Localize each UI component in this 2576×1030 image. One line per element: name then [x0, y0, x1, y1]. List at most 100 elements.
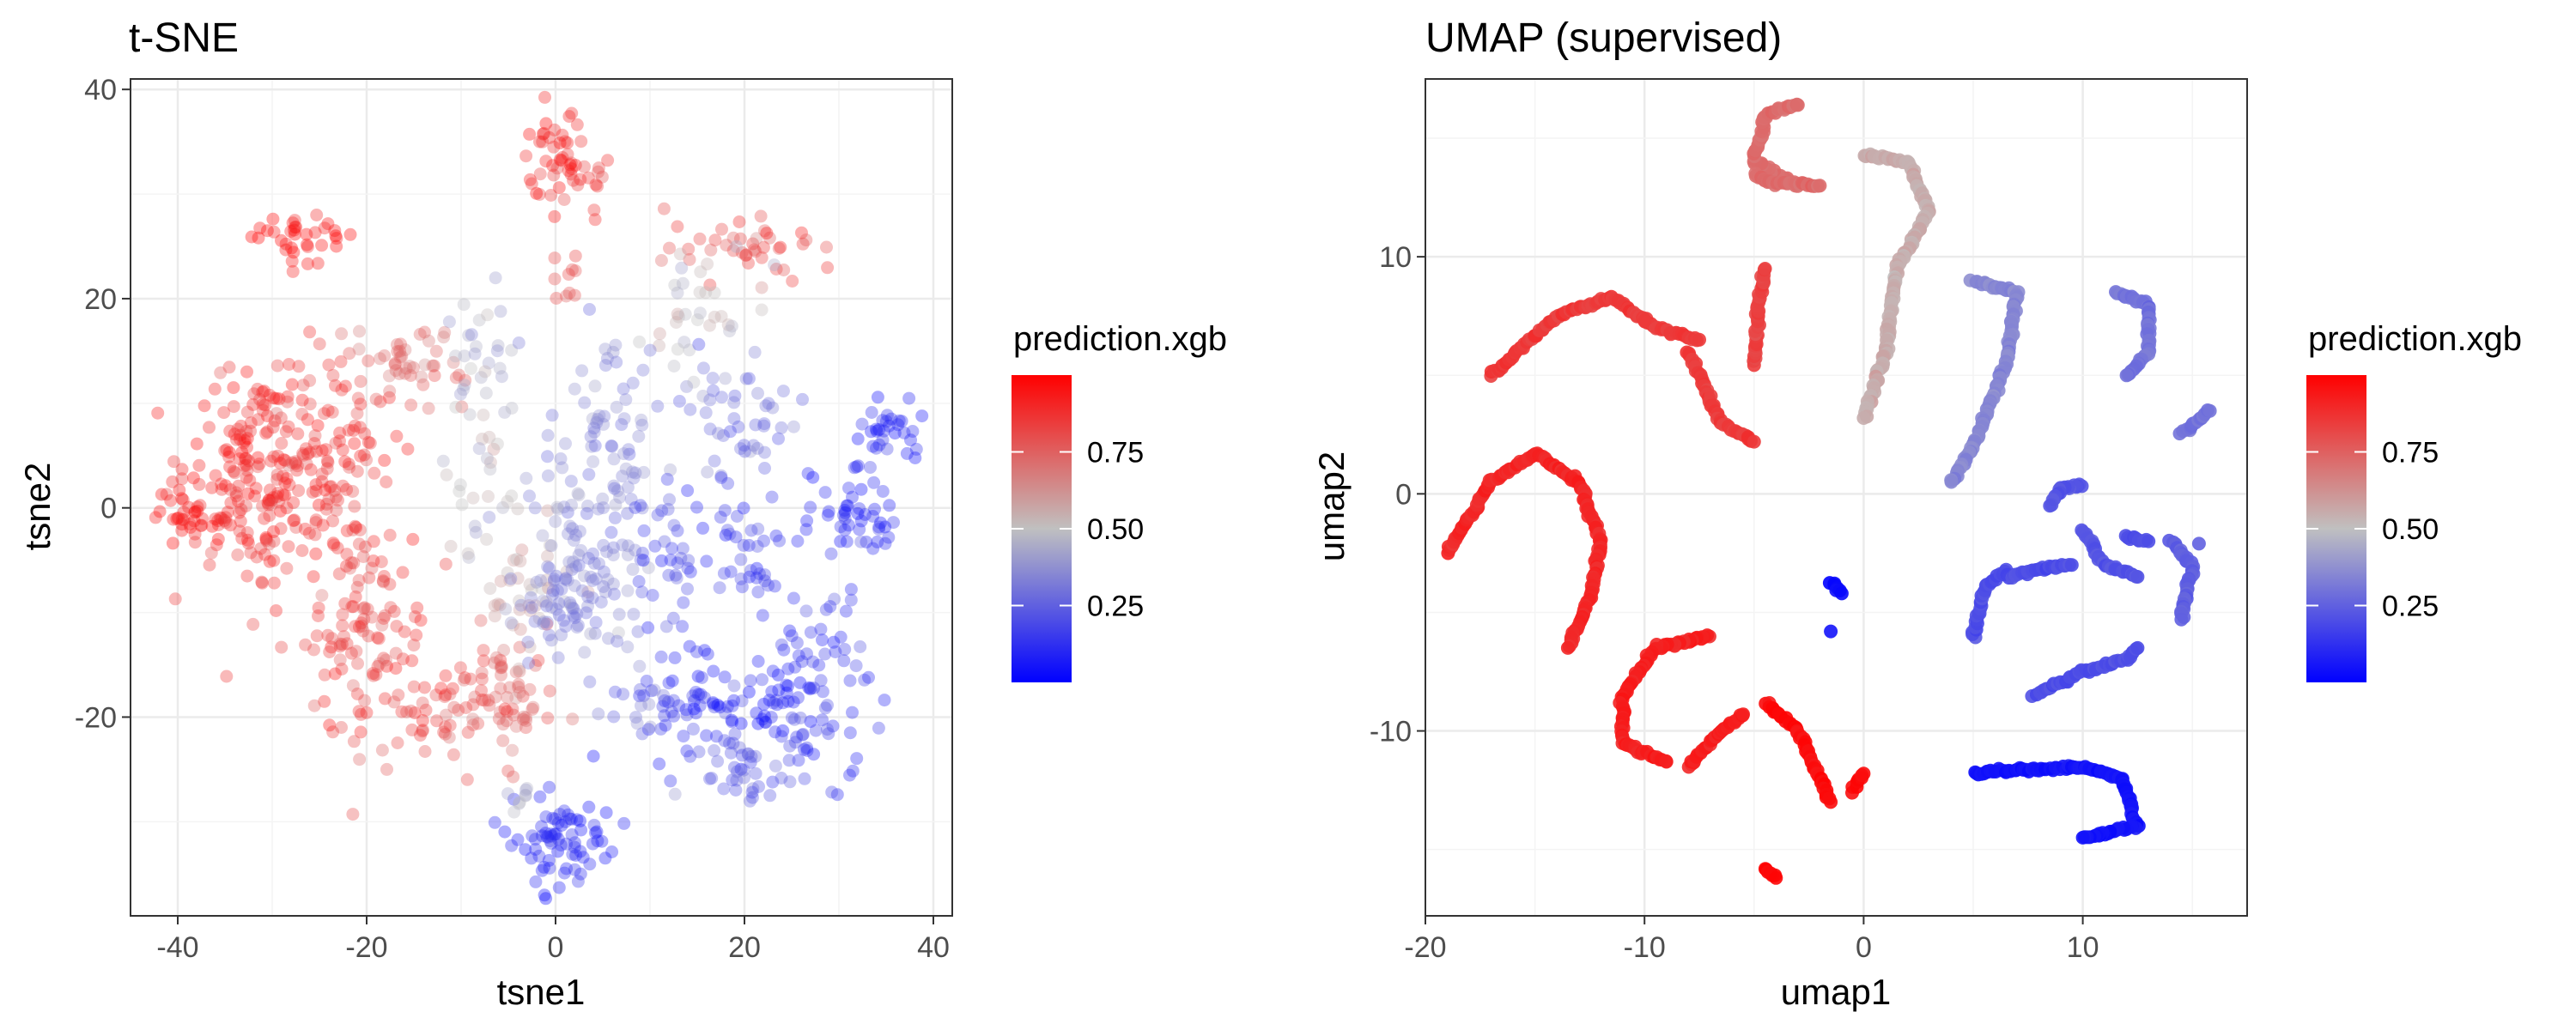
data-point — [816, 633, 829, 647]
data-point — [2064, 558, 2079, 573]
data-point — [756, 673, 769, 687]
data-point — [318, 407, 331, 421]
data-point — [693, 699, 707, 712]
data-point — [607, 452, 621, 466]
data-point — [498, 405, 512, 419]
data-point — [282, 540, 295, 554]
data-point — [844, 593, 858, 607]
data-point — [642, 698, 656, 712]
data-point — [309, 478, 323, 492]
data-point — [1560, 640, 1575, 655]
data-point — [338, 455, 352, 469]
data-point — [541, 549, 554, 563]
legend-title: prediction.xgb — [1013, 320, 1227, 358]
data-point — [418, 745, 432, 758]
data-point — [356, 550, 370, 563]
data-point — [542, 853, 556, 867]
data-point — [567, 609, 580, 622]
data-point — [693, 306, 707, 320]
data-point — [751, 522, 765, 536]
data-point — [758, 224, 771, 238]
data-point — [1637, 313, 1652, 328]
data-point — [641, 723, 655, 736]
data-point — [507, 792, 520, 806]
data-point — [744, 564, 757, 578]
data-point — [512, 662, 526, 676]
data-point — [720, 239, 733, 252]
data-point — [299, 442, 313, 456]
data-point — [539, 827, 553, 840]
data-point — [606, 548, 620, 562]
data-point — [354, 449, 368, 463]
data-point — [549, 812, 562, 826]
data-point — [387, 695, 401, 709]
data-point — [559, 437, 572, 451]
data-point — [670, 571, 683, 585]
data-point — [170, 512, 184, 525]
data-point — [554, 839, 568, 852]
data-point — [393, 350, 407, 364]
x-axis-title: umap1 — [1781, 972, 1891, 1012]
data-point — [654, 254, 668, 267]
data-point — [843, 726, 857, 740]
data-point — [449, 349, 462, 363]
data-point — [483, 582, 497, 596]
data-point — [228, 427, 241, 441]
data-point — [554, 452, 568, 465]
data-point — [806, 655, 820, 669]
data-point — [588, 439, 602, 452]
data-point — [701, 465, 714, 479]
data-point — [764, 711, 778, 724]
data-point — [203, 421, 216, 434]
data-point — [440, 468, 453, 482]
data-point — [769, 529, 783, 542]
data-point — [1758, 262, 1772, 276]
data-point — [858, 508, 872, 521]
data-point — [696, 521, 709, 535]
data-point — [575, 364, 589, 378]
data-point — [820, 723, 834, 736]
data-point — [641, 561, 655, 574]
data-point — [581, 590, 595, 603]
data-point — [392, 367, 406, 380]
data-point — [605, 439, 619, 453]
data-point — [267, 535, 281, 548]
data-point — [227, 400, 240, 414]
data-point — [581, 500, 594, 512]
data-point — [757, 697, 770, 711]
data-point — [777, 264, 791, 276]
data-point — [542, 628, 556, 642]
data-point — [477, 644, 490, 657]
data-point — [227, 464, 240, 478]
data-point — [333, 434, 346, 448]
data-point — [588, 213, 602, 227]
data-point — [745, 791, 759, 804]
data-point — [447, 700, 461, 714]
data-point — [365, 561, 379, 575]
data-point — [543, 130, 556, 144]
data-point — [725, 319, 738, 333]
data-point — [759, 716, 773, 730]
data-point — [615, 418, 629, 432]
data-point — [494, 653, 507, 667]
data-point — [346, 808, 360, 821]
data-point — [506, 702, 519, 716]
data-point — [902, 391, 916, 405]
data-point — [753, 567, 766, 580]
data-point — [459, 373, 472, 387]
data-point — [241, 533, 254, 547]
data-point — [495, 659, 508, 673]
data-point — [560, 565, 574, 579]
data-point — [329, 490, 343, 504]
data-point — [816, 685, 829, 699]
data-point — [318, 668, 331, 682]
data-point — [301, 239, 314, 253]
data-point — [346, 600, 360, 614]
data-point — [634, 682, 647, 696]
data-point — [228, 466, 241, 480]
data-point — [908, 451, 922, 464]
data-point — [173, 483, 186, 497]
data-point — [611, 484, 624, 498]
data-point — [478, 694, 492, 707]
data-point — [501, 566, 514, 579]
